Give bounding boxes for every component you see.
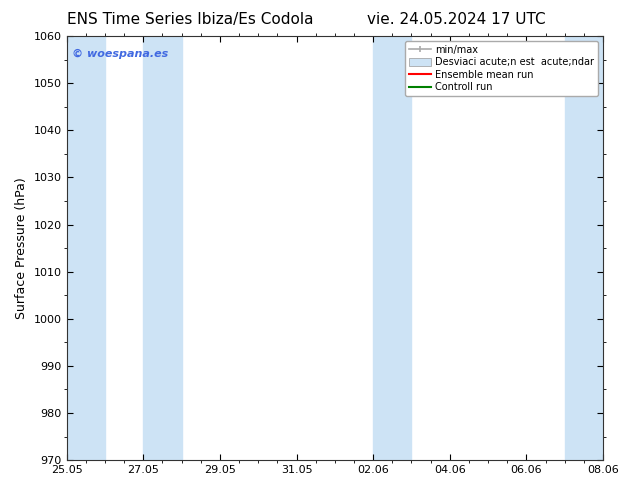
Legend: min/max, Desviaci acute;n est  acute;ndar, Ensemble mean run, Controll run: min/max, Desviaci acute;n est acute;ndar… [405, 41, 598, 96]
Text: © woespana.es: © woespana.es [72, 49, 168, 59]
Bar [373, 36, 411, 460]
Bar [565, 36, 603, 460]
Text: ENS Time Series Ibiza/Es Codola: ENS Time Series Ibiza/Es Codola [67, 12, 313, 27]
Bar [143, 36, 181, 460]
Text: vie. 24.05.2024 17 UTC: vie. 24.05.2024 17 UTC [367, 12, 546, 27]
Bar [67, 36, 105, 460]
Y-axis label: Surface Pressure (hPa): Surface Pressure (hPa) [15, 177, 28, 319]
